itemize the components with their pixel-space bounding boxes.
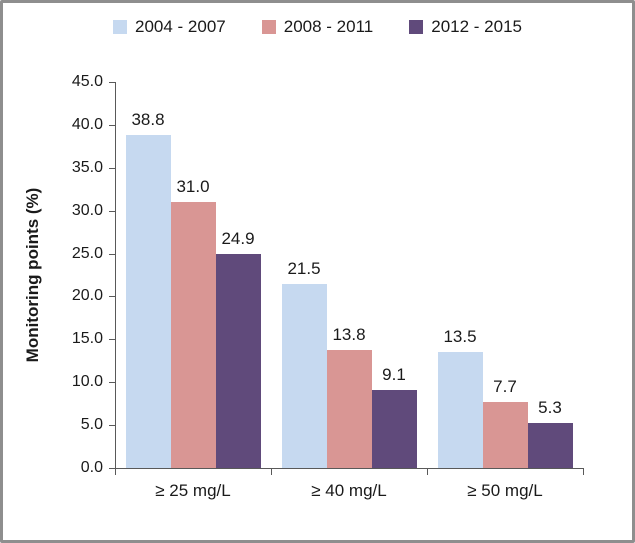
bar <box>170 202 216 468</box>
y-tick-mark <box>109 468 115 469</box>
bar <box>482 401 528 468</box>
bar <box>326 349 372 468</box>
y-tick-mark <box>109 253 115 255</box>
y-tick-label: 15.0 <box>71 330 103 348</box>
y-tick-mark <box>109 425 115 427</box>
y-tick-label: 45.0 <box>71 73 103 90</box>
x-tick-mark <box>427 469 428 475</box>
y-tick-mark <box>109 210 115 212</box>
y-tick-mark <box>109 382 115 384</box>
bar-value-label: 21.5 <box>287 258 321 278</box>
x-axis-category-label: ≥ 40 mg/L <box>311 481 387 500</box>
bar-value-label: 5.3 <box>538 397 562 417</box>
legend-swatch <box>409 20 424 34</box>
y-axis-line <box>115 82 116 468</box>
bar <box>281 283 327 468</box>
y-tick-label: 5.0 <box>80 416 103 434</box>
chart-legend: 2004 - 2007 2008 - 2011 2012 - 2015 <box>3 17 632 37</box>
bar-value-label: 24.9 <box>221 229 255 249</box>
legend-item: 2012 - 2015 <box>409 17 522 37</box>
x-tick-mark <box>271 469 272 475</box>
y-tick-mark <box>109 82 115 83</box>
legend-label: 2012 - 2015 <box>431 17 522 36</box>
legend-item: 2004 - 2007 <box>113 17 226 37</box>
y-tick-mark <box>109 124 115 126</box>
bar <box>527 422 573 468</box>
bar <box>371 389 417 468</box>
bar <box>437 352 483 468</box>
y-tick-label: 10.0 <box>71 373 103 391</box>
x-axis-line <box>115 468 584 469</box>
y-axis-title: Monitoring points (%) <box>23 187 42 363</box>
legend-label: 2004 - 2007 <box>135 17 226 36</box>
x-axis-category-label: ≥ 50 mg/L <box>467 481 543 500</box>
x-axis-category-label: ≥ 25 mg/L <box>155 481 231 500</box>
y-tick-label: 30.0 <box>71 201 103 219</box>
bar-value-label: 9.1 <box>382 364 406 384</box>
y-tick-label: 0.0 <box>80 459 103 476</box>
y-tick-label: 25.0 <box>71 244 103 262</box>
bar <box>215 254 261 468</box>
y-tick-label: 20.0 <box>71 287 103 305</box>
bar-value-label: 13.8 <box>332 324 366 344</box>
legend-swatch <box>113 20 127 34</box>
bar-value-label: 31.0 <box>176 177 210 197</box>
y-tick-mark <box>109 167 115 169</box>
y-tick-label: 35.0 <box>71 158 103 176</box>
legend-label: 2008 - 2011 <box>283 17 374 36</box>
bar <box>125 135 171 468</box>
y-tick-mark <box>109 339 115 341</box>
y-tick-mark <box>109 296 115 298</box>
legend-swatch <box>261 20 276 34</box>
bar-value-label: 38.8 <box>131 110 165 130</box>
x-tick-mark <box>583 469 584 475</box>
y-tick-label: 40.0 <box>71 115 103 133</box>
bar-value-label: 7.7 <box>493 376 517 396</box>
bar-value-label: 13.5 <box>443 327 477 347</box>
x-tick-mark <box>115 469 116 475</box>
legend-item: 2008 - 2011 <box>261 17 374 37</box>
